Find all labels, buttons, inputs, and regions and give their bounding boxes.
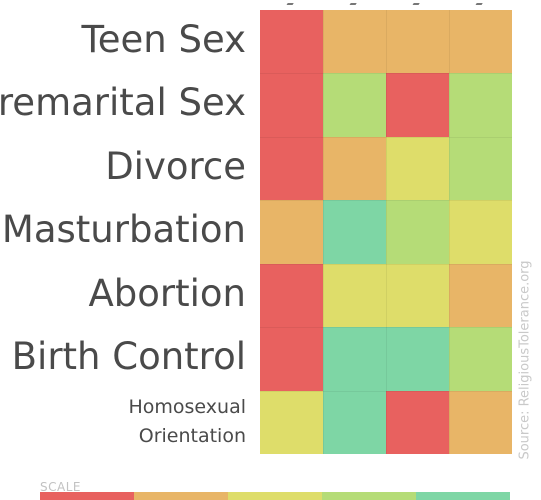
heatmap-cell (323, 73, 386, 137)
grid-line (449, 10, 450, 454)
heatmap-cell (449, 10, 512, 74)
column-tick (475, 0, 484, 5)
scale-bar (40, 492, 510, 500)
heatmap-cell (386, 327, 449, 391)
grid-line (260, 73, 512, 75)
row-label-line: Homosexual (128, 396, 246, 419)
scale-label: SCALE (40, 480, 81, 494)
heatmap-cell (260, 327, 323, 391)
heatmap-cell (260, 73, 323, 137)
scale-segment (322, 492, 416, 500)
heatmap-cell (386, 10, 449, 74)
heatmap-cell (323, 390, 386, 454)
heatmap-cell (323, 10, 386, 74)
grid-line (260, 200, 512, 202)
heatmap-cell (323, 263, 386, 328)
row-label: Masturbation (1, 208, 246, 252)
row-label-line: Orientation (138, 425, 246, 448)
grid-line (323, 10, 324, 454)
heatmap-cell (449, 136, 512, 201)
heatmap-cell (260, 200, 323, 264)
scale-segment (416, 492, 510, 500)
heatmap-cell (260, 390, 323, 454)
row-label: Birth Control (11, 335, 246, 379)
row-label: Premarital Sex (0, 81, 246, 125)
grid-line (386, 10, 387, 454)
heatmap-cell (386, 263, 449, 328)
heatmap-cell (449, 200, 512, 264)
heatmap-cell (386, 390, 449, 454)
row-label: Homosexual Orientation (128, 393, 246, 451)
row-label: Divorce (105, 144, 246, 188)
scale-segment (40, 492, 134, 500)
column-tick (349, 0, 358, 5)
heatmap-cell (449, 263, 512, 328)
heatmap-cell (449, 390, 512, 454)
column-tick (286, 0, 295, 5)
heatmap-grid (260, 10, 512, 454)
heatmap-cell (260, 136, 323, 201)
row-label: Teen Sex (81, 18, 246, 61)
scale-segment (134, 492, 228, 500)
heatmap-cell (323, 136, 386, 201)
scale-segment (228, 492, 322, 500)
heatmap-cell (386, 136, 449, 201)
row-label: Abortion (88, 271, 246, 315)
source-note: Source: ReligiousTolerance.org (517, 260, 533, 460)
heatmap-cell (386, 200, 449, 264)
heatmap-cell (449, 327, 512, 391)
heatmap-cell (386, 73, 449, 137)
grid-line (260, 263, 512, 265)
heatmap-cell (449, 73, 512, 137)
heatmap-cell (323, 200, 386, 264)
heatmap-cell (260, 10, 323, 74)
grid-line (260, 327, 512, 329)
grid-line (260, 136, 512, 138)
heatmap-cell (260, 263, 323, 328)
grid-line (260, 390, 512, 392)
heatmap-cell (323, 327, 386, 391)
column-tick (412, 0, 421, 5)
